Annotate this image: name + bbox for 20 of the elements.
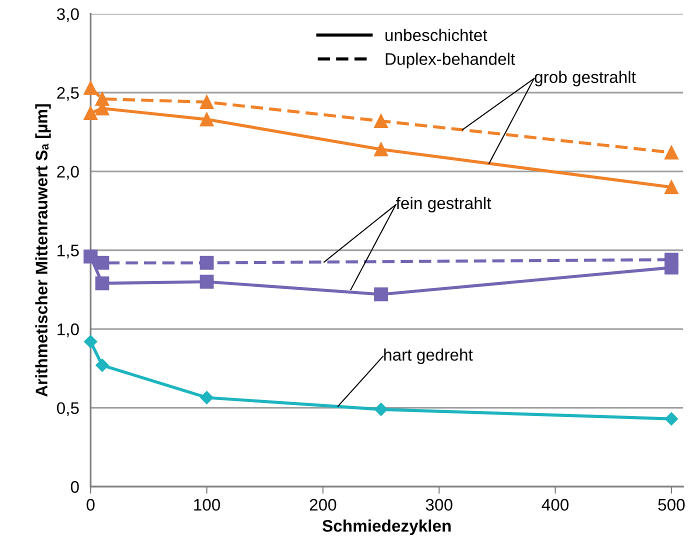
y-axis-title: Arithmetischer Mittenrauwert Sₐ [µm] [35,104,51,397]
annotation: Duplex-behandelt [386,52,515,68]
y-tick-label: 0,5 [56,402,79,416]
y-tick-label: 3,0 [56,8,79,22]
annotation: grob gestrahlt [534,70,636,86]
y-tick-label: 2,5 [57,87,79,101]
x-axis-title: Schmiedezyklen [322,520,451,536]
x-tick-label: 0 [86,498,95,511]
annotation: unbeschichtet [386,28,488,42]
x-tick-label: 100 [194,498,220,511]
x-tick-label: 200 [310,498,336,511]
y-tick-label: 0 [70,481,79,493]
y-tick-label: 1,5 [58,244,79,258]
y-tick-label: 1,0 [58,323,79,338]
x-tick-label: 500 [658,498,685,511]
y-tick-label: 2,0 [57,166,79,180]
x-tick-label: 300 [426,498,452,511]
annotation: fein gestrahlt [396,196,492,212]
x-tick-label: 400 [542,498,569,511]
annotation: hart gedreht [384,348,473,364]
